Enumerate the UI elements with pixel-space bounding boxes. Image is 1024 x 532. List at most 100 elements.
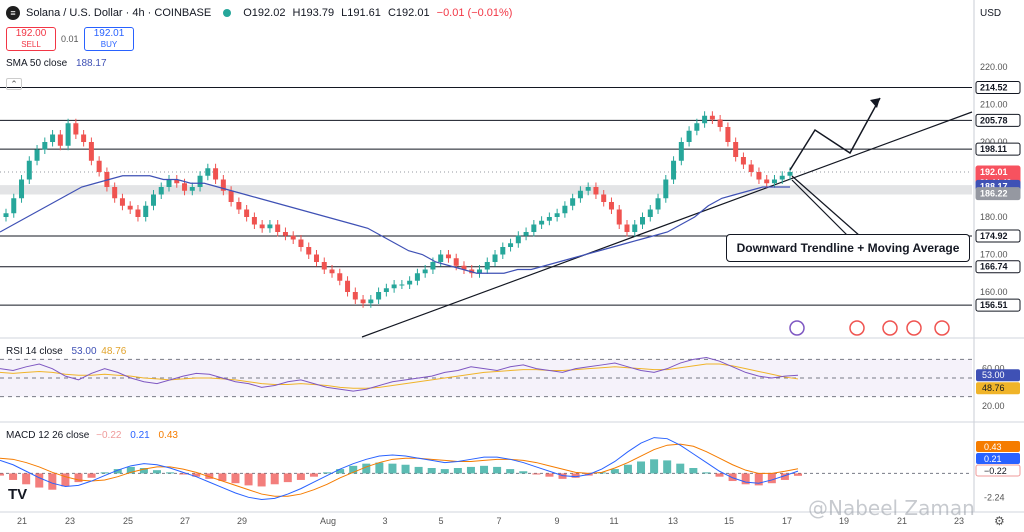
price-candle-46 bbox=[360, 299, 366, 304]
price-candle-50 bbox=[391, 284, 397, 289]
collapse-legend-icon[interactable]: ⌃ bbox=[6, 78, 22, 90]
macd-legend[interactable]: MACD 12 26 close −0.22 0.21 0.43 bbox=[6, 430, 178, 441]
macd-hist-bar-40 bbox=[519, 471, 528, 474]
price-candle-14 bbox=[112, 187, 118, 199]
x-tick-label-3: 27 bbox=[180, 516, 190, 526]
symbol-title[interactable]: Solana / U.S. Dollar · 4h · COINBASE bbox=[26, 7, 212, 19]
macd-signal-value: 0.43 bbox=[158, 430, 178, 441]
price-candle-69 bbox=[539, 220, 545, 225]
price-badge-5 bbox=[975, 187, 1021, 201]
price-candle-45 bbox=[352, 292, 358, 300]
macd-hist-bar-6 bbox=[74, 473, 83, 483]
macd-hist-bar-54 bbox=[702, 472, 711, 474]
macd-hist-bar-44 bbox=[571, 473, 580, 478]
price-candle-61 bbox=[477, 269, 483, 274]
price-badge-6 bbox=[975, 229, 1021, 243]
price-candle-100 bbox=[779, 175, 785, 180]
price-candle-96 bbox=[748, 164, 754, 172]
y-tick-label-5: 170.00 bbox=[980, 250, 1008, 260]
buy-label: BUY bbox=[100, 40, 118, 49]
macd-hist-bar-33 bbox=[427, 468, 436, 474]
macd-hist-bar-17 bbox=[218, 473, 227, 482]
currency-selector[interactable]: USD bbox=[980, 8, 1002, 19]
price-candle-23 bbox=[182, 183, 188, 191]
price-candle-97 bbox=[756, 172, 762, 180]
macd-hist-bar-1 bbox=[9, 473, 18, 480]
rsi-value-badge bbox=[976, 369, 1020, 382]
macd-signal-badge-text: 0.43 bbox=[984, 442, 1002, 452]
price-candle-80 bbox=[624, 224, 630, 232]
price-candle-36 bbox=[282, 232, 288, 236]
price-candle-48 bbox=[376, 292, 382, 300]
x-tick-label-15: 21 bbox=[897, 516, 907, 526]
price-candle-22 bbox=[174, 179, 180, 184]
y-tick-label-1: 210.00 bbox=[980, 100, 1008, 110]
macd-hist-bar-43 bbox=[558, 473, 567, 479]
macd-hist-bar-38 bbox=[493, 466, 502, 474]
sma-50-line bbox=[0, 175, 790, 274]
price-candle-82 bbox=[640, 217, 646, 225]
price-candle-11 bbox=[88, 142, 94, 161]
price-candle-53 bbox=[414, 273, 420, 281]
x-tick-label-6: 3 bbox=[382, 516, 387, 526]
settings-gear-icon[interactable]: ⚙ bbox=[994, 514, 1005, 528]
price-badge-text-6: 174.92 bbox=[980, 231, 1008, 241]
rsi-legend[interactable]: RSI 14 close 53.00 48.76 bbox=[6, 346, 126, 357]
macd-signal-badge bbox=[976, 441, 1020, 452]
macd-hist-bar-20 bbox=[257, 473, 266, 487]
price-candle-57 bbox=[445, 254, 451, 259]
price-candle-98 bbox=[764, 179, 770, 184]
price-candle-38 bbox=[298, 239, 304, 247]
macd-hist-bar-57 bbox=[741, 473, 750, 485]
macd-hist-bar-49 bbox=[637, 461, 646, 474]
macd-hist-bar-58 bbox=[754, 473, 763, 486]
price-candle-71 bbox=[554, 213, 560, 217]
projection-arrowhead bbox=[870, 98, 880, 108]
price-candle-85 bbox=[663, 179, 669, 199]
macd-hist-bar-14 bbox=[179, 473, 188, 475]
sell-button[interactable]: 192.00 SELL bbox=[6, 27, 56, 51]
buy-button[interactable]: 192.01 BUY bbox=[84, 27, 134, 51]
y-tick-label-0: 220.00 bbox=[980, 62, 1008, 72]
macd-hist-bar-61 bbox=[794, 473, 802, 476]
macd-hist-bar-28 bbox=[362, 463, 371, 474]
macd-hist-bar-51 bbox=[663, 460, 672, 474]
sma-legend[interactable]: SMA 50 close 188.17 bbox=[6, 58, 107, 69]
y-tick-label-4: 180.00 bbox=[980, 212, 1008, 222]
macd-hist-bar-10 bbox=[126, 466, 135, 474]
x-tick-label-13: 17 bbox=[782, 516, 792, 526]
macd-line-value: 0.21 bbox=[130, 430, 150, 441]
buy-price: 192.01 bbox=[93, 28, 125, 39]
callout-pointer-a bbox=[791, 175, 861, 237]
price-candle-89 bbox=[694, 123, 700, 131]
price-candle-54 bbox=[422, 269, 428, 274]
price-candle-94 bbox=[733, 142, 739, 157]
price-candle-17 bbox=[135, 209, 141, 217]
price-candle-7 bbox=[57, 134, 63, 146]
macd-hist-bar-13 bbox=[166, 472, 175, 474]
macd-hist-bar-0 bbox=[0, 473, 4, 476]
macd-hist-bar-36 bbox=[466, 466, 475, 474]
macd-hist-bar-8 bbox=[100, 472, 109, 474]
rsi-ma-badge bbox=[976, 382, 1020, 395]
macd-hist-bar-34 bbox=[440, 469, 449, 474]
tradingview-logo[interactable]: TV bbox=[8, 486, 28, 503]
rsi-tick-label-0: 60.00 bbox=[982, 364, 1005, 374]
macd-line-badge-text: 0.21 bbox=[984, 454, 1002, 464]
price-candle-101 bbox=[787, 172, 793, 176]
macd-line bbox=[0, 437, 799, 500]
price-candle-21 bbox=[166, 179, 172, 187]
event-marker-icon-1 bbox=[849, 320, 865, 336]
price-candle-0 bbox=[3, 213, 9, 217]
price-candle-25 bbox=[197, 175, 203, 187]
price-candle-8 bbox=[65, 123, 71, 146]
price-candle-6 bbox=[50, 134, 56, 142]
macd-hist-bar-50 bbox=[650, 459, 659, 474]
price-candle-49 bbox=[383, 288, 389, 292]
close-value: C192.01 bbox=[387, 7, 430, 19]
macd-hist-bar-31 bbox=[401, 464, 410, 474]
price-candle-64 bbox=[500, 247, 506, 255]
price-candle-35 bbox=[275, 224, 281, 232]
price-badge-text-4: 188.17 bbox=[980, 181, 1008, 191]
